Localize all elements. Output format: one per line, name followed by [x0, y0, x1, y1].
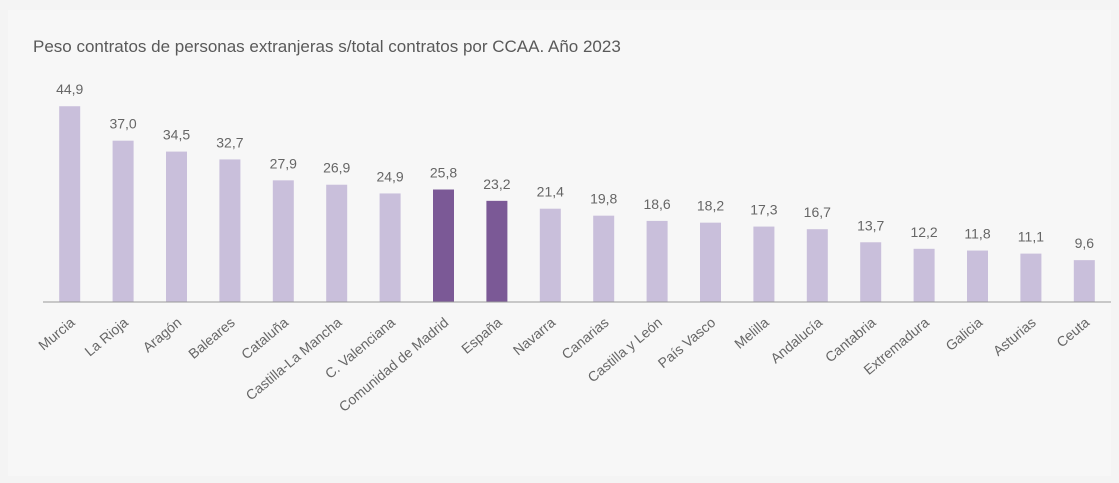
bar — [166, 151, 187, 302]
bar — [1073, 260, 1095, 302]
value-label: 34,5 — [163, 127, 190, 143]
value-label: 18,2 — [697, 198, 724, 214]
value-label: 44,9 — [56, 81, 83, 97]
bar — [272, 180, 294, 302]
bar — [379, 193, 401, 302]
bar — [646, 220, 668, 302]
value-label: 13,7 — [857, 217, 884, 233]
bar — [593, 215, 615, 302]
value-label: 11,8 — [964, 226, 990, 242]
value-label: 12,2 — [910, 224, 937, 240]
bar — [1020, 253, 1042, 302]
bar — [913, 248, 935, 302]
value-label: 24,9 — [376, 168, 403, 184]
bar — [326, 184, 348, 302]
bar — [860, 242, 882, 302]
bar — [539, 208, 561, 302]
bar — [112, 140, 134, 302]
value-label: 25,8 — [430, 165, 457, 181]
bar — [433, 189, 454, 302]
chart-title: Peso contratos de personas extranjeras s… — [33, 37, 621, 56]
value-label: 27,9 — [270, 155, 297, 171]
value-label: 11,1 — [1018, 229, 1044, 245]
value-label: 37,0 — [109, 116, 136, 132]
bar — [806, 229, 828, 302]
bar — [753, 226, 775, 302]
bar — [967, 250, 988, 302]
bar — [700, 222, 721, 302]
value-label: 19,8 — [590, 191, 617, 207]
value-label: 9,6 — [1075, 235, 1095, 251]
value-label: 26,9 — [323, 160, 350, 176]
value-label: 16,7 — [804, 204, 831, 220]
value-label: 32,7 — [216, 134, 243, 150]
bar — [59, 106, 81, 303]
bar — [486, 200, 508, 302]
value-label: 17,3 — [750, 202, 777, 218]
value-label: 23,2 — [483, 176, 510, 192]
bar — [219, 159, 241, 302]
value-label: 18,6 — [643, 196, 670, 212]
value-label: 21,4 — [537, 184, 564, 200]
